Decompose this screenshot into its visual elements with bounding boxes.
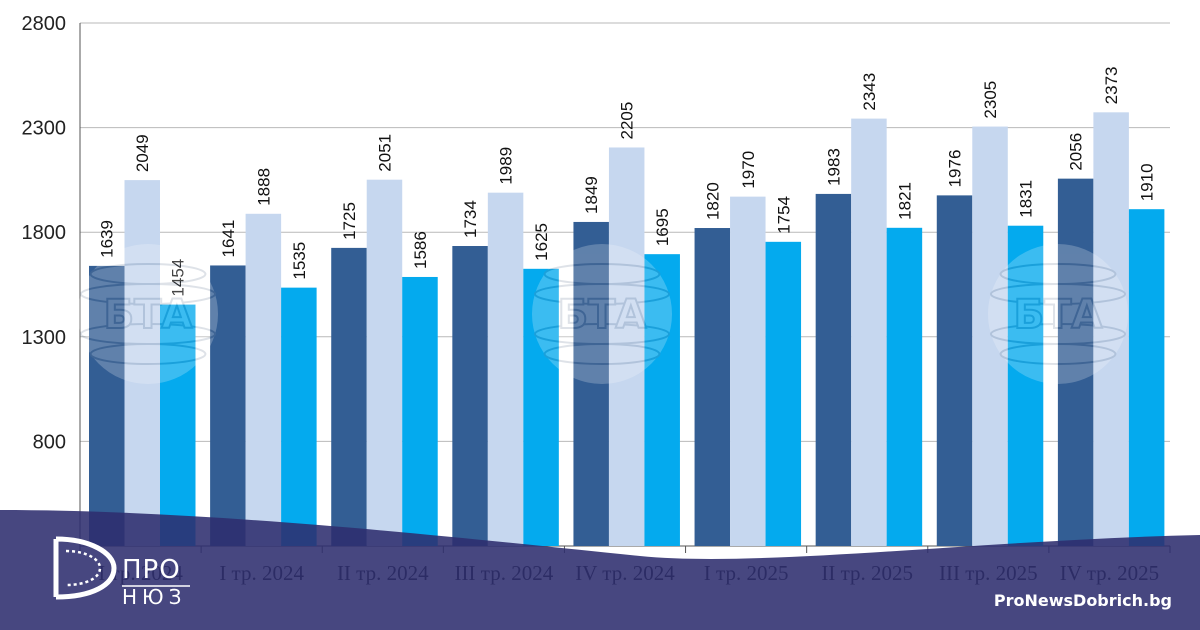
pronews-logo-icon	[53, 536, 117, 600]
bar	[851, 118, 887, 546]
y-tick-label: 2300	[22, 118, 67, 140]
data-label: 2305	[981, 81, 1000, 119]
data-labels: 1639 2049 1454 1641 1888 1535 1725 2051 1586 1734…	[98, 67, 1157, 297]
data-label: 1586	[411, 231, 430, 269]
y-tick-label: 1300	[22, 327, 67, 349]
data-label: 1535	[290, 242, 309, 280]
branding-band: ПРО НЮЗ ProNewsDobrich.bg	[0, 510, 1200, 630]
data-label: 1639	[98, 220, 117, 258]
bar	[1128, 209, 1165, 547]
watermark-text: БТА	[558, 292, 647, 338]
bar	[972, 126, 1008, 546]
data-label: 2056	[1067, 133, 1086, 171]
data-label: 1641	[219, 220, 238, 258]
data-label: 1625	[532, 223, 551, 261]
bar	[331, 247, 367, 546]
data-label: 1725	[340, 202, 359, 240]
data-label: 1989	[497, 147, 516, 185]
bars	[89, 112, 1165, 547]
data-label: 1983	[824, 148, 843, 186]
watermarks: БТА БТА БТА	[78, 244, 1128, 384]
data-label: 1831	[1017, 180, 1036, 218]
data-label: 1888	[254, 168, 273, 206]
site-name: ProNewsDobrich.bg	[994, 591, 1172, 610]
data-label: 2343	[860, 73, 879, 111]
bar	[1057, 178, 1094, 546]
watermark-text: БТА	[104, 292, 193, 338]
data-label: 1970	[739, 151, 758, 189]
bta-watermark-logo: БТА	[988, 244, 1128, 384]
data-label: 1976	[946, 150, 965, 188]
data-label: 1734	[461, 200, 480, 238]
data-label: 2049	[133, 134, 152, 172]
y-tick-label: 1800	[22, 222, 67, 244]
data-label: 2051	[375, 134, 394, 172]
watermark-text: БТА	[1014, 292, 1103, 338]
bta-watermark-logo: БТА	[532, 244, 672, 384]
bar	[694, 228, 731, 547]
bar	[452, 246, 488, 546]
bar	[608, 147, 645, 546]
data-label: 1821	[895, 182, 914, 220]
bar	[1093, 112, 1129, 546]
bar	[815, 193, 852, 547]
bar	[886, 227, 923, 546]
bar	[523, 268, 559, 546]
bar	[89, 265, 125, 546]
bta-watermark-logo: БТА	[78, 244, 218, 384]
data-label: 1454	[169, 259, 188, 297]
data-label: 1910	[1138, 163, 1157, 201]
bar	[765, 241, 802, 547]
bar	[160, 304, 196, 546]
bar	[487, 192, 524, 546]
data-label: 1695	[653, 208, 672, 246]
y-tick-labels: 800 1300 1800 2300 2800	[22, 13, 67, 453]
data-label: 1754	[774, 196, 793, 234]
bar	[644, 254, 680, 546]
bar	[124, 180, 160, 547]
data-label: 2205	[618, 102, 637, 140]
data-label: 2373	[1102, 67, 1121, 105]
y-tick-label: 2800	[22, 13, 67, 35]
bar	[210, 265, 246, 546]
bar	[281, 287, 317, 546]
bar	[366, 179, 403, 546]
bar	[245, 213, 282, 546]
y-tick-label: 800	[33, 431, 66, 453]
bar	[730, 196, 766, 547]
logo-text-bottom: НЮЗ	[122, 585, 186, 609]
data-label: 1849	[582, 176, 601, 214]
branding-band-shape	[0, 510, 1200, 630]
bar	[402, 276, 438, 546]
bar	[1007, 225, 1044, 547]
logo-text-top: ПРО	[122, 555, 181, 585]
bar	[936, 195, 973, 546]
data-label: 1820	[703, 182, 722, 220]
bar	[573, 221, 609, 546]
